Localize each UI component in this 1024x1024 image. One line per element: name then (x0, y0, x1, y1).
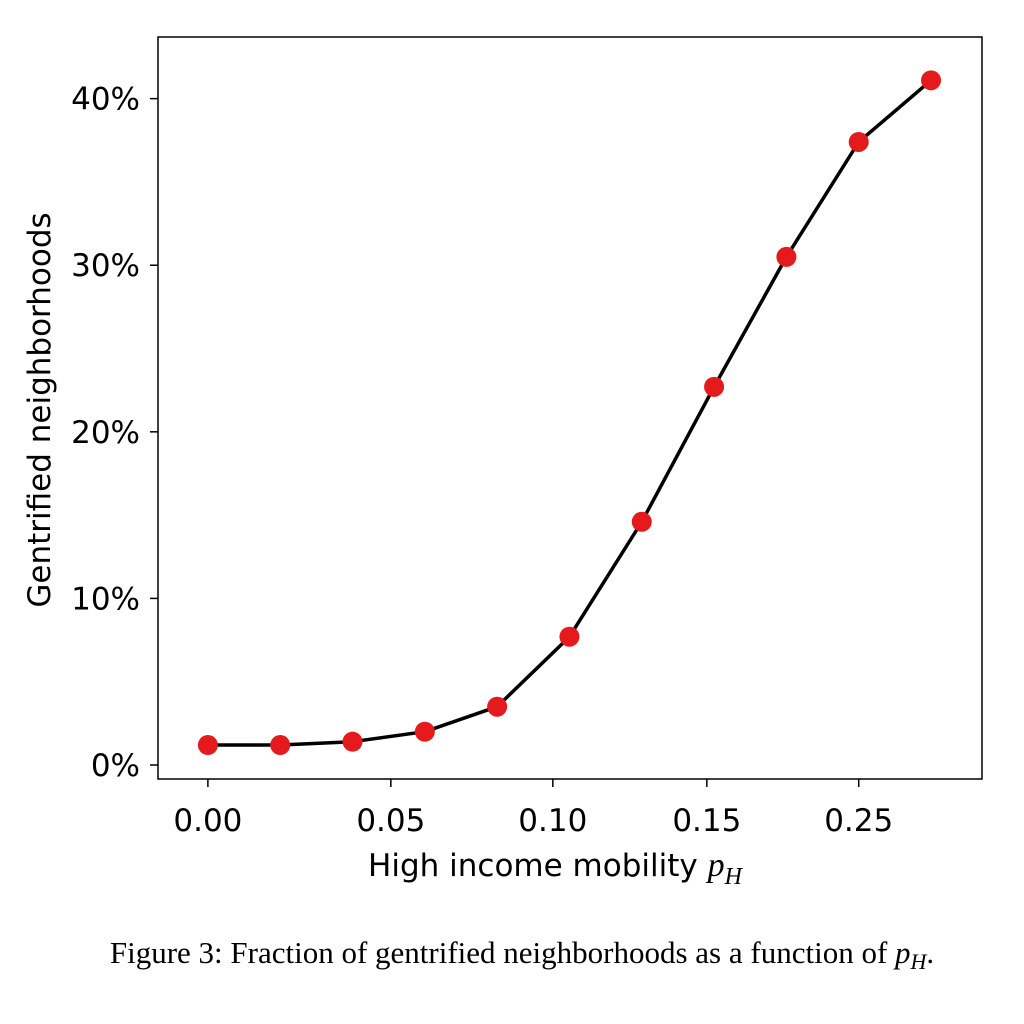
data-point (197, 735, 218, 756)
data-point (414, 721, 435, 742)
x-axis-label: High income mobility pH (368, 847, 744, 890)
data-point (848, 131, 869, 152)
data-point (631, 511, 652, 532)
y-tick-label: 0% (91, 748, 140, 784)
x-axis-ticks: 0.00 0.05 0.10 0.15 0.25 (173, 779, 893, 839)
data-points (197, 70, 942, 756)
x-tick-label: 0.15 (672, 803, 741, 839)
x-tick-label: 0.00 (173, 803, 242, 839)
data-point (921, 70, 942, 91)
figure-caption: Figure 3: Fraction of gentrified neighbo… (110, 935, 934, 974)
plot-area-frame (157, 36, 983, 780)
x-tick-label: 0.25 (824, 803, 893, 839)
y-tick-label: 40% (71, 82, 140, 118)
y-axis-ticks: 0% 10% 20% 30% 40% (71, 82, 158, 784)
data-point (270, 735, 291, 756)
data-point (487, 696, 508, 717)
x-tick-label: 0.05 (356, 803, 425, 839)
y-tick-label: 30% (71, 248, 140, 284)
data-point (342, 731, 363, 752)
y-tick-label: 20% (71, 415, 140, 451)
data-point (704, 376, 725, 397)
x-tick-label: 0.10 (518, 803, 587, 839)
y-axis-label: Gentrified neighborhoods (22, 212, 58, 607)
data-point (559, 626, 580, 647)
data-point (776, 246, 797, 267)
y-tick-label: 10% (71, 581, 140, 617)
